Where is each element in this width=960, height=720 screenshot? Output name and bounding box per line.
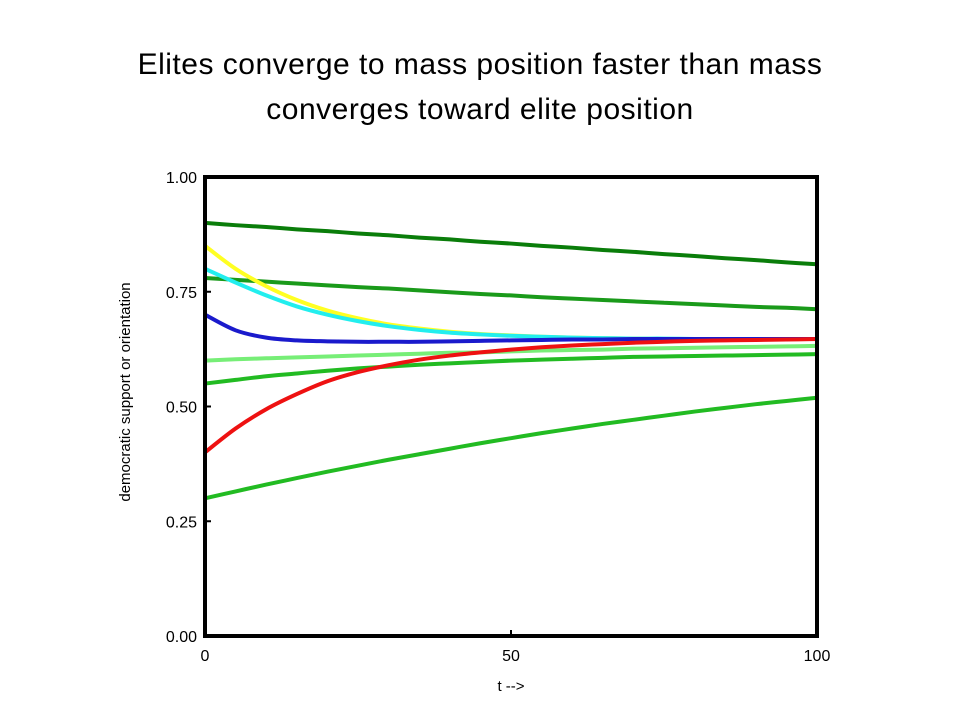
y-tick-label: 1.00 [166, 170, 197, 187]
chart-title: Elites converge to mass position faster … [0, 42, 960, 132]
series-line-9 [203, 337, 818, 454]
chart-title-line-1: Elites converge to mass position faster … [137, 48, 823, 81]
y-tick-label: 0.50 [166, 400, 197, 417]
y-tick-label: 0.25 [166, 514, 197, 531]
tick-layer: 0.00 0.25 0.50 0.75 1.00 0 50 100 [166, 170, 831, 665]
y-tick-label: 0.75 [166, 285, 197, 302]
x-tick-label: 50 [502, 648, 520, 665]
series-line-8 [204, 395, 818, 501]
series-line-1 [204, 220, 818, 267]
series-layer [203, 220, 818, 501]
chart-title-line-2: converges toward elite position [266, 93, 694, 126]
x-tick-label: 0 [201, 648, 210, 665]
x-axis-label: t --> [497, 678, 524, 695]
y-axis-label: democratic support or orientation [117, 282, 134, 501]
series-line-7 [204, 352, 818, 386]
y-tick-label: 0.00 [166, 629, 197, 646]
x-tick-label: 100 [804, 648, 831, 665]
series-line-2 [204, 275, 818, 312]
